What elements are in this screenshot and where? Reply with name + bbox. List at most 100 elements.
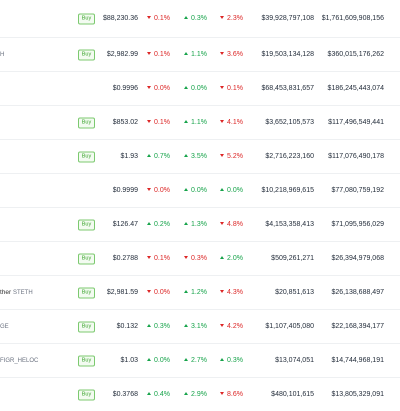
volume-24h: $480,101,615 [271,390,314,398]
table-row[interactable]: Buy $88,230.36 0.1% 0.3% 2.3% $39,928,797,108… [0,0,400,38]
volume-24h: $10,218,969,615 [261,186,314,194]
price-value: $88,230.36 [102,14,138,22]
caret-up-icon [184,289,189,293]
table-row[interactable]: GE Buy $0.132 0.3% 3.1% 4.2% $1,107,405,080 $22… [0,310,400,344]
change-24h-value: 0.3% [191,254,207,262]
volume-24h: $3,652,105,573 [265,118,314,126]
table-row[interactable]: $0.9996 0.0% 0.0% 0.1% $68,453,831,657 $186,2… [0,72,400,106]
buy-button[interactable]: Buy [78,355,95,366]
coin-symbol: FIGR_HELOC [0,357,39,364]
market-cap: $1,761,609,908,156 [321,14,384,22]
price-value: $0.9999 [112,186,138,194]
caret-up-icon [220,187,225,191]
change-1h: 0.0% [130,288,170,298]
table-row[interactable]: ther STETH Buy $2,981.59 0.0% 1.2% 4.3% $20,85… [0,276,400,310]
caret-up-icon [184,15,189,19]
change-1h-value: 0.0% [154,356,170,364]
change-7d-value: 0.3% [227,356,243,364]
change-7d: 4.8% [203,220,243,230]
coin-name[interactable]: GE [0,322,9,332]
buy-button[interactable]: Buy [78,13,95,24]
market-cap: $117,076,490,178 [328,152,384,160]
change-7d: 2.3% [203,14,243,24]
market-cap: $117,496,549,441 [328,118,384,126]
buy-button[interactable]: Buy [78,117,95,128]
coin-name[interactable]: ther STETH [0,288,33,298]
caret-down-icon [220,323,225,327]
table-row[interactable]: Buy $0.3768 0.4% 2.9% 8.6% $480,101,615 $13,80… [0,378,400,411]
coin-name[interactable]: H [0,50,4,60]
table-row[interactable]: Buy $126.47 0.2% 1.3% 4.8% $4,153,358,413 $71,… [0,208,400,242]
change-24h: 0.3% [167,254,207,264]
buy-button[interactable]: Buy [78,151,95,162]
caret-down-icon [147,255,152,259]
change-7d: 3.6% [203,50,243,60]
change-7d: 5.2% [203,152,243,162]
volume-24h: $68,453,831,657 [261,84,314,92]
table-row[interactable]: Buy $0.2788 0.1% 0.3% 2.0% $509,261,271 $26,39… [0,242,400,276]
market-cap: $71,095,956,029 [331,220,384,228]
caret-up-icon [147,221,152,225]
change-24h-value: 3.1% [191,322,207,330]
change-1h: 0.1% [130,14,170,24]
change-7d-value: 4.1% [227,118,243,126]
caret-up-icon [147,323,152,327]
market-cap: $360,015,176,262 [327,50,384,58]
coin-name[interactable]: FIGR_HELOC [0,356,38,366]
caret-up-icon [184,119,189,123]
buy-button[interactable]: Buy [78,49,95,60]
table-row[interactable]: Buy $1.93 0.7% 3.5% 5.2% $2,716,223,160 $117,0… [0,140,400,174]
table-row[interactable]: Buy $853.02 0.1% 1.1% 4.1% $3,652,105,573 $117… [0,106,400,140]
buy-button[interactable]: Buy [78,253,95,264]
market-cap: $22,168,394,177 [331,322,384,330]
caret-down-icon [220,221,225,225]
change-24h: 2.7% [167,356,207,366]
table-row[interactable]: H Buy $2,982.99 0.1% 1.1% 3.6% $19,503,134,128… [0,38,400,72]
change-7d-value: 3.6% [227,50,243,58]
volume-24h: $20,851,613 [275,288,314,296]
caret-up-icon [184,357,189,361]
buy-button[interactable]: Buy [78,219,95,230]
market-cap: $13,805,329,091 [331,390,384,398]
change-7d-value: 5.2% [227,152,243,160]
change-1h-value: 0.1% [154,118,170,126]
caret-down-icon [147,15,152,19]
change-24h: 0.0% [167,186,207,196]
change-24h: 3.1% [167,322,207,332]
market-cap: $26,394,979,068 [331,254,384,262]
price-value: $0.3768 [112,390,138,398]
caret-up-icon [184,187,189,191]
caret-down-icon [220,289,225,293]
price-value: $0.9996 [112,84,138,92]
change-7d: 4.2% [203,322,243,332]
change-24h-value: 2.9% [191,390,207,398]
change-7d: 8.6% [203,390,243,400]
caret-down-icon [147,187,152,191]
price-value: $853.02 [112,118,138,126]
caret-up-icon [184,153,189,157]
buy-button[interactable]: Buy [78,287,95,298]
market-cap: $186,245,443,074 [327,84,384,92]
caret-up-icon [220,255,225,259]
volume-24h: $2,716,223,160 [265,152,314,160]
buy-button[interactable]: Buy [78,389,95,400]
change-24h-value: 2.7% [191,356,207,364]
change-1h-value: 0.2% [154,220,170,228]
table-row[interactable]: $0.9999 0.0% 0.0% 0.0% $10,218,969,615 $77,08… [0,174,400,208]
change-24h: 3.5% [167,152,207,162]
change-1h: 0.3% [130,322,170,332]
buy-button[interactable]: Buy [78,321,95,332]
change-7d: 0.0% [203,186,243,196]
caret-down-icon [147,289,152,293]
volume-24h: $19,503,134,128 [261,50,314,58]
volume-24h: $1,107,405,080 [265,322,314,330]
caret-up-icon [184,85,189,89]
caret-up-icon [184,323,189,327]
change-1h: 0.1% [130,50,170,60]
change-1h: 0.4% [130,390,170,400]
table-row[interactable]: FIGR_HELOC Buy $1.03 0.0% 2.7% 0.3% $13,074,05… [0,344,400,378]
caret-up-icon [184,391,189,395]
caret-down-icon [147,119,152,123]
caret-up-icon [147,357,152,361]
